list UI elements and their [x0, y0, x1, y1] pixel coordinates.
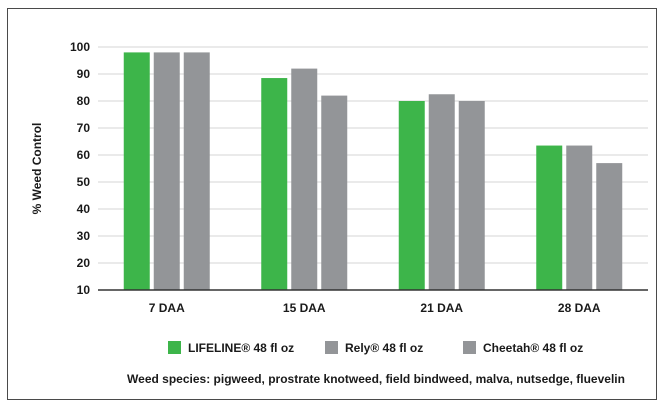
legend-swatch [463, 341, 476, 354]
bars [123, 52, 623, 291]
y-tick-labels: 10 20 30 40 50 60 70 80 90 100 [70, 40, 90, 297]
gridlines [98, 46, 648, 264]
x-category-label: 28 DAA [558, 301, 601, 315]
footnote: Weed species: pigweed, prostrate knotwee… [127, 372, 625, 386]
y-tick-label: 20 [77, 256, 91, 270]
y-tick-label: 70 [77, 121, 91, 135]
bar [566, 145, 593, 290]
x-category-labels: 7 DAA 15 DAA 21 DAA 28 DAA [149, 301, 601, 315]
legend-label: Rely® 48 fl oz [345, 341, 423, 355]
y-tick-label: 90 [77, 67, 91, 81]
legend-label: LIFELINE® 48 fl oz [188, 341, 294, 355]
bar [291, 68, 318, 290]
chart-frame: 10 20 30 40 50 60 70 80 90 100 7 DAA 15 DAA 21 DAA 2… [7, 8, 657, 400]
legend-swatch [168, 341, 181, 354]
bar-chart: 10 20 30 40 50 60 70 80 90 100 7 DAA 15 DAA 21 DAA 2… [30, 40, 648, 386]
bar [153, 52, 180, 291]
y-tick-label: 80 [77, 94, 91, 108]
bar [596, 163, 623, 290]
y-tick-label: 50 [77, 175, 91, 189]
x-category-label: 7 DAA [149, 301, 185, 315]
bar [428, 94, 455, 290]
legend: LIFELINE® 48 fl oz Rely® 48 fl oz Cheetah®… [168, 341, 583, 355]
bar [183, 52, 210, 291]
y-tick-label: 10 [77, 283, 91, 297]
y-tick-label: 100 [70, 40, 90, 54]
y-tick-label: 60 [77, 148, 91, 162]
y-tick-label: 40 [77, 202, 91, 216]
bar [458, 101, 485, 290]
legend-label: Cheetah® 48 fl oz [483, 341, 583, 355]
bar [398, 101, 425, 290]
x-category-label: 15 DAA [283, 301, 326, 315]
x-category-label: 21 DAA [420, 301, 463, 315]
bar [123, 52, 150, 291]
bar [321, 95, 348, 290]
bar [536, 145, 563, 290]
legend-swatch [325, 341, 338, 354]
y-axis-label: % Weed Control [30, 123, 44, 215]
bar [261, 78, 288, 290]
y-tick-label: 30 [77, 229, 91, 243]
